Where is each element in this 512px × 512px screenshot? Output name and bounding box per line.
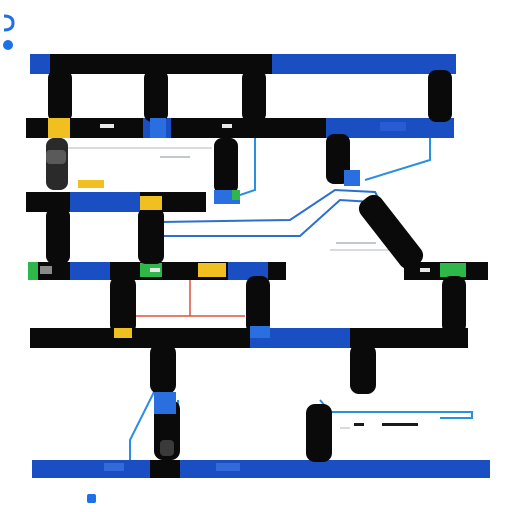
annotation-2 bbox=[336, 242, 376, 244]
bar-row4-blue bbox=[70, 262, 110, 280]
capsule-d3 bbox=[442, 276, 466, 334]
pipe-blue-top-right bbox=[239, 125, 256, 196]
capsule-a3 bbox=[242, 70, 266, 122]
capsule-a4 bbox=[428, 70, 452, 122]
joint-gray-1 bbox=[46, 150, 66, 164]
pipe-blue-lower-left bbox=[129, 389, 156, 460]
bracket-logo-icon bbox=[3, 14, 15, 32]
capsule-d1 bbox=[110, 276, 136, 334]
bar-row6-dark-tab bbox=[150, 460, 180, 478]
joint-yellow-2 bbox=[140, 196, 162, 210]
bar-row2-dark bbox=[26, 118, 326, 138]
row6-plate-2 bbox=[216, 463, 240, 471]
blue-square-icon bbox=[87, 494, 96, 503]
annotation-strokes bbox=[160, 156, 418, 426]
capsule-c1 bbox=[46, 208, 70, 264]
bar-row1-blue-left bbox=[30, 54, 50, 74]
joint-green-1 bbox=[232, 190, 240, 200]
annotation-4 bbox=[382, 423, 418, 426]
pipe-blue-lower-right bbox=[319, 399, 473, 419]
joint-blue-1 bbox=[150, 118, 166, 138]
joint-accents bbox=[40, 118, 430, 456]
joint-blue-3 bbox=[154, 392, 176, 414]
bar-row5-dark2 bbox=[350, 328, 468, 348]
annotation-1 bbox=[160, 156, 190, 158]
joint-mark-3 bbox=[150, 268, 160, 272]
capsule-e2 bbox=[350, 344, 376, 394]
bar-row4-green-end bbox=[28, 262, 38, 280]
horizontal-bars bbox=[26, 54, 490, 478]
joint-yellow-4 bbox=[114, 328, 132, 338]
row6-plate-1 bbox=[104, 463, 124, 471]
capsule-e1 bbox=[150, 344, 176, 394]
annotation-3 bbox=[354, 423, 364, 426]
joint-blue-5 bbox=[250, 326, 270, 338]
joint-yellow-3 bbox=[78, 180, 104, 188]
capsule-d2 bbox=[246, 276, 270, 334]
capsule-a1 bbox=[48, 70, 72, 122]
capsule-c2 bbox=[138, 208, 164, 264]
blue-dot-icon bbox=[3, 40, 13, 50]
bar-row4-yellow bbox=[198, 263, 226, 277]
joint-mark-4 bbox=[420, 268, 430, 272]
capsule-f2 bbox=[306, 404, 332, 462]
bar-row1-dark bbox=[50, 54, 272, 74]
bar-row6-blue bbox=[32, 460, 490, 478]
bar-row1-blue bbox=[272, 54, 456, 74]
joint-gray-3 bbox=[160, 440, 174, 456]
joint-mark-1 bbox=[100, 124, 114, 128]
bar-row4-blue2 bbox=[228, 262, 268, 280]
capsule-a2 bbox=[144, 70, 168, 122]
capsule-c3-diag bbox=[358, 194, 424, 270]
joint-blue-4 bbox=[344, 170, 360, 186]
bar-row5-dark bbox=[30, 328, 250, 348]
joint-gray-2 bbox=[40, 266, 52, 274]
bar-row3-blue bbox=[70, 192, 140, 212]
footer bbox=[87, 494, 96, 503]
capsule-b2 bbox=[214, 138, 238, 194]
header bbox=[3, 14, 15, 50]
bar-row4b-green bbox=[440, 263, 466, 277]
bar-row5-blue bbox=[250, 328, 350, 348]
joint-yellow-1 bbox=[48, 118, 70, 138]
joint-mark-2 bbox=[222, 124, 232, 128]
row2-plate bbox=[380, 122, 406, 131]
